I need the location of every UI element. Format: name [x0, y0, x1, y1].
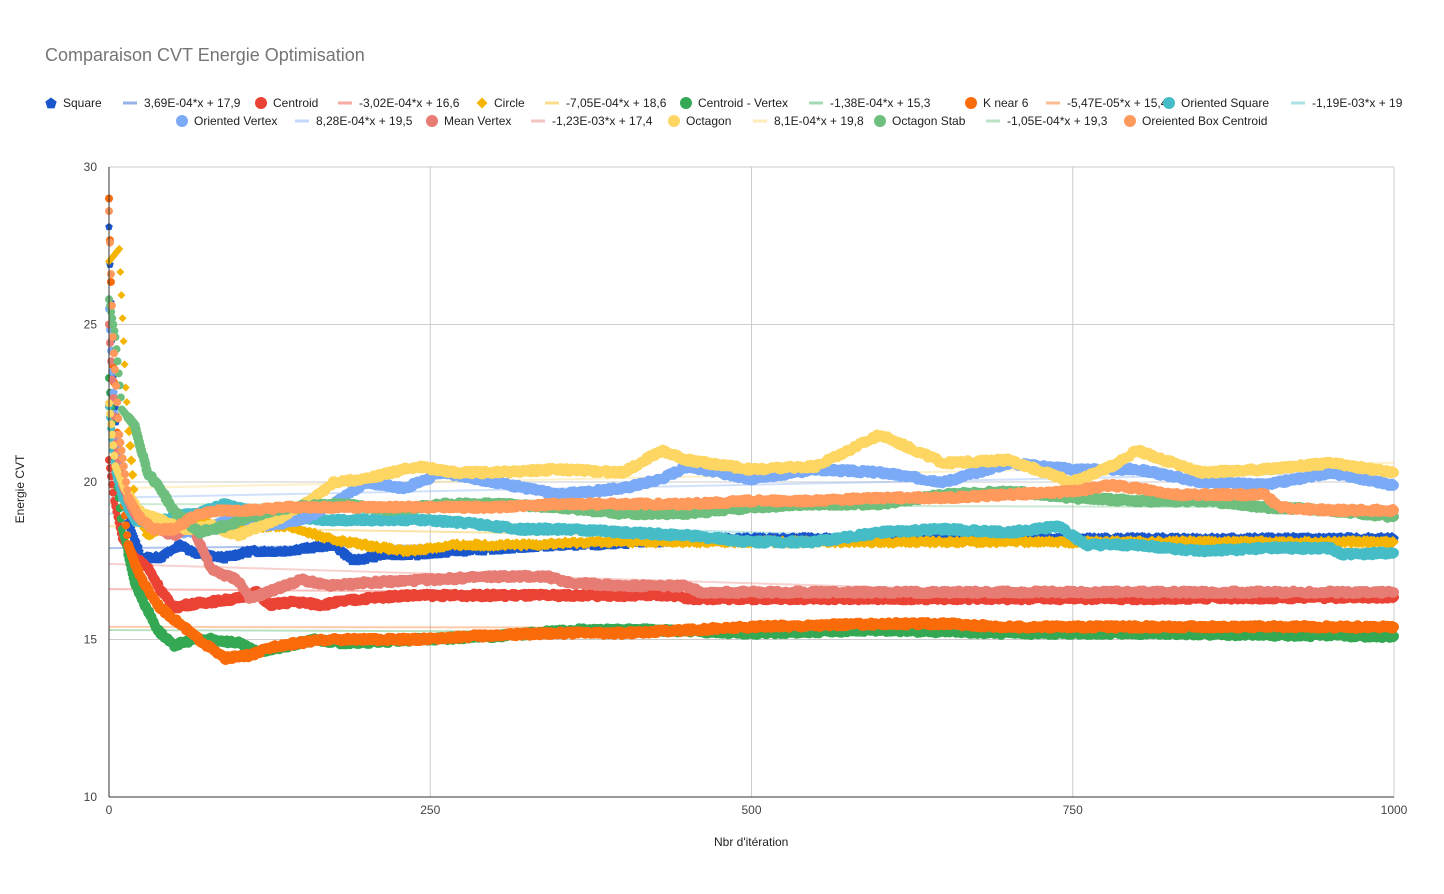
legend-trend-swatch: [123, 101, 137, 105]
legend-item-series: Mean Vertex: [426, 114, 511, 128]
legend-label: Oriented Square: [1181, 96, 1270, 110]
legend-marker-swatch: [668, 115, 680, 127]
legend-marker-swatch: [255, 97, 267, 109]
legend-marker-swatch: [680, 97, 692, 109]
legend-item-series: Circle: [476, 96, 525, 110]
legend-item-trendline: -7,05E-04*x + 18,6: [544, 96, 666, 110]
chart-title: Comparaison CVT Energie Optimisation: [45, 45, 365, 65]
legend-item-series: Centroid - Vertex: [680, 96, 788, 110]
legend-item-trendline: -1,38E-04*x + 15,3: [808, 96, 930, 110]
legend-item-trendline: 3,69E-04*x + 17,9: [122, 96, 240, 110]
data-point: [119, 337, 128, 346]
legend-trend-swatch: [295, 119, 309, 123]
legend-item-trendline: 8,1E-04*x + 19,8: [752, 114, 864, 128]
legend-item-series: Octagon Stab: [874, 114, 965, 128]
data-point: [126, 455, 137, 466]
legend-item-trendline: -3,02E-04*x + 16,6: [337, 96, 459, 110]
legend-label: 8,28E-04*x + 19,5: [316, 114, 413, 128]
data-point: [118, 314, 127, 323]
legend-item-series: Octagon: [668, 114, 731, 128]
legend-label: -1,19E-03*x + 19: [1312, 96, 1403, 110]
legend-marker-swatch: [874, 115, 886, 127]
legend-trend-swatch: [545, 101, 559, 105]
data-point: [117, 291, 126, 300]
legend-label: -7,05E-04*x + 18,6: [566, 96, 667, 110]
data-point: [123, 531, 132, 540]
legend-trend-swatch: [531, 119, 545, 123]
legend-label: Oreiented Box Centroid: [1142, 114, 1268, 128]
legend-marker-swatch: [965, 97, 977, 109]
legend-trend-swatch: [1291, 101, 1305, 105]
legend-item-trendline: 8,28E-04*x + 19,5: [294, 114, 412, 128]
legend-label: -5,47E-05*x + 15,4: [1067, 96, 1168, 110]
legend-label: Square: [63, 96, 102, 110]
legend-item-series: Oriented Vertex: [176, 114, 277, 128]
legend-label: Oriented Vertex: [194, 114, 278, 128]
legend-trend-swatch: [986, 119, 1000, 123]
legend-item-trendline: -1,19E-03*x + 19: [1290, 96, 1402, 110]
data-point: [125, 440, 136, 451]
legend-item-series: K near 6: [965, 96, 1028, 110]
legend-item-trendline: -1,05E-04*x + 19,3: [985, 114, 1107, 128]
legend-label: Circle: [494, 96, 525, 110]
legend-item-series: Square: [45, 96, 102, 110]
legend-trend-swatch: [809, 101, 823, 105]
series-layer: [105, 194, 1399, 666]
legend-label: Mean Vertex: [444, 114, 512, 128]
data-point: [127, 469, 138, 480]
legend-label: 8,1E-04*x + 19,8: [774, 114, 864, 128]
legend-trend-swatch: [753, 119, 767, 123]
legend-row: Oriented Vertex 8,28E-04*x + 19,5 Mean Ver…: [40, 114, 1420, 132]
legend-marker-swatch: [176, 115, 188, 127]
legend-label: -3,02E-04*x + 16,6: [359, 96, 460, 110]
legend-marker-swatch: [1124, 115, 1136, 127]
legend-item-series: Oriented Square: [1163, 96, 1269, 110]
legend-label: -1,38E-04*x + 15,3: [830, 96, 931, 110]
data-point: [106, 277, 115, 286]
legend-trend-swatch: [338, 101, 352, 105]
legend-label: Octagon Stab: [892, 114, 966, 128]
legend-label: -1,23E-03*x + 17,4: [552, 114, 653, 128]
chart-legend: Square 3,69E-04*x + 17,9 Centroid -3,02E-04…: [40, 96, 1420, 132]
legend-marker-swatch: [45, 97, 57, 109]
data-point: [116, 268, 125, 276]
legend-item-series: Centroid: [255, 96, 318, 110]
legend-trend-swatch: [1046, 101, 1060, 105]
data-point: [122, 521, 131, 530]
legend-item-trendline: -1,23E-03*x + 17,4: [530, 114, 652, 128]
legend-label: -1,05E-04*x + 19,3: [1007, 114, 1108, 128]
legend-marker-swatch: [426, 115, 438, 127]
legend-label: Centroid: [273, 96, 319, 110]
legend-label: Octagon: [686, 114, 732, 128]
legend-item-series: Oreiented Box Centroid: [1124, 114, 1267, 128]
legend-label: K near 6: [983, 96, 1029, 110]
legend-label: Centroid - Vertex: [698, 96, 789, 110]
legend-row: Square 3,69E-04*x + 17,9 Centroid -3,02E-04…: [40, 96, 1420, 114]
data-point: [120, 360, 129, 369]
legend-marker-swatch: [1163, 97, 1175, 109]
legend-marker-swatch: [476, 97, 488, 109]
legend-item-trendline: -5,47E-05*x + 15,4: [1045, 96, 1167, 110]
legend-label: 3,69E-04*x + 17,9: [144, 96, 241, 110]
